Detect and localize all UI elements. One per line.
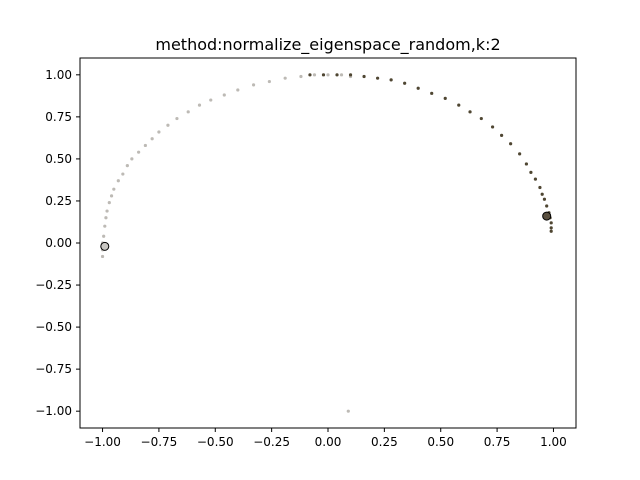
data-point <box>542 197 547 201</box>
data-point <box>443 96 447 100</box>
data-point <box>299 74 303 79</box>
data-point <box>125 164 129 168</box>
x-tick-label: −1.00 <box>84 435 121 449</box>
data-point <box>540 192 544 196</box>
x-tick-label: −0.25 <box>253 435 290 449</box>
data-point <box>335 73 339 77</box>
data-point <box>457 103 461 107</box>
data-point <box>362 74 366 79</box>
data-point <box>112 187 116 191</box>
data-point <box>105 209 109 213</box>
x-tick-label: 1.00 <box>540 435 567 449</box>
data-point <box>308 73 312 77</box>
data-point <box>103 224 107 228</box>
data-point <box>403 81 407 85</box>
data-point <box>267 79 271 84</box>
x-tick-label: −0.50 <box>197 435 234 449</box>
x-tick-label: 0.00 <box>315 435 342 449</box>
data-point <box>102 234 106 238</box>
data-point <box>389 78 393 82</box>
data-point <box>549 226 553 230</box>
data-point <box>236 88 240 92</box>
y-tick-label: −1.00 <box>35 404 72 418</box>
data-point <box>143 143 147 148</box>
chart-title: method:normalize_eigenspace_random,k:2 <box>155 35 500 55</box>
data-point <box>533 177 538 181</box>
data-point <box>107 201 111 205</box>
data-point <box>468 110 472 114</box>
data-point <box>549 221 553 225</box>
data-point <box>479 116 483 121</box>
ticks-layer: −1.00 −0.75 −0.50 −0.25 0.00 0.25 0.50 0.75 1.00… <box>35 68 567 449</box>
data-point <box>209 98 213 102</box>
plot-frame <box>79 57 577 429</box>
data-point <box>100 254 105 259</box>
data-point <box>321 73 326 77</box>
data-point <box>121 172 125 176</box>
data-point <box>326 73 330 77</box>
data-point <box>252 83 256 87</box>
data-point <box>376 76 380 80</box>
y-tick-label: −0.25 <box>35 278 72 292</box>
cluster-center-marker <box>542 211 552 221</box>
data-point <box>348 73 353 77</box>
data-point <box>157 130 161 134</box>
data-point <box>500 133 504 137</box>
centers-layer <box>100 211 552 251</box>
points-layer <box>100 73 553 413</box>
data-point <box>416 86 420 90</box>
cluster-center-marker <box>100 241 110 251</box>
y-tick-label: −0.50 <box>35 320 72 334</box>
y-tick-label: 1.00 <box>45 68 72 82</box>
x-tick-label: 0.50 <box>427 435 454 449</box>
y-tick-label: −0.75 <box>35 362 72 376</box>
x-tick-label: 0.75 <box>484 435 511 449</box>
data-point <box>538 185 542 190</box>
y-tick-label: 0.25 <box>45 194 72 208</box>
data-point <box>283 76 287 80</box>
data-point <box>175 116 179 121</box>
data-point <box>549 229 553 233</box>
data-point <box>150 137 154 141</box>
data-point <box>509 142 513 146</box>
data-point <box>524 162 529 166</box>
data-point <box>109 194 114 198</box>
data-point <box>339 73 344 77</box>
data-point <box>490 125 495 129</box>
data-point <box>529 170 533 174</box>
x-tick-label: −0.75 <box>141 435 178 449</box>
data-point <box>130 157 134 161</box>
x-tick-label: 0.25 <box>371 435 398 449</box>
data-point <box>545 204 549 208</box>
data-point <box>137 150 141 154</box>
data-point <box>116 179 120 183</box>
data-point <box>197 103 202 107</box>
data-point <box>430 91 434 95</box>
y-tick-label: 0.75 <box>45 110 72 124</box>
data-point <box>312 73 317 77</box>
data-point <box>222 93 226 97</box>
data-point <box>104 216 108 220</box>
data-point <box>518 152 522 156</box>
y-tick-label: 0.50 <box>45 152 72 166</box>
y-tick-label: 0.00 <box>45 236 72 250</box>
data-point <box>166 123 170 127</box>
data-point <box>186 110 190 114</box>
data-point <box>346 409 350 413</box>
